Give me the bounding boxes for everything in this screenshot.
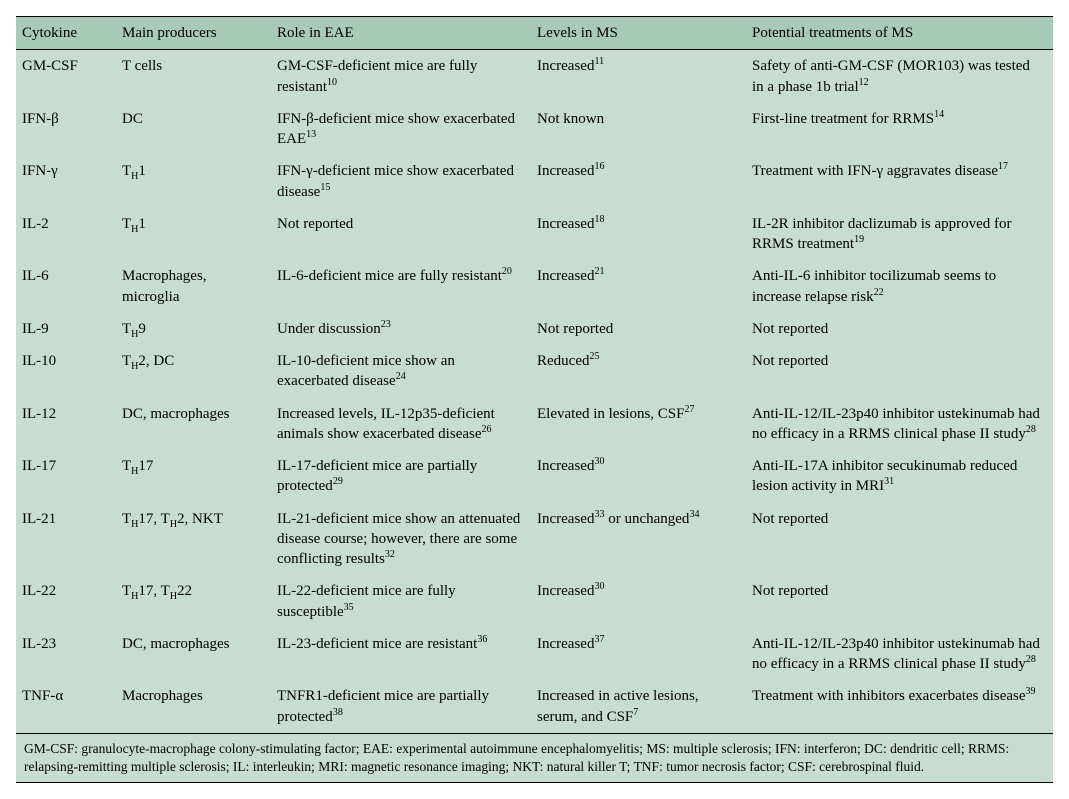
table-cell: Reduced25: [531, 345, 746, 398]
table-cell: IFN-γ: [16, 155, 116, 208]
table-cell: IL-2: [16, 208, 116, 261]
table-cell: TNF-α: [16, 680, 116, 733]
table-cell: T cells: [116, 50, 271, 103]
table-cell: Increased levels, IL-12p35-deficient ani…: [271, 398, 531, 451]
table-cell: IL-10: [16, 345, 116, 398]
col-header: Role in EAE: [271, 17, 531, 50]
table-cell: Anti-IL-12/IL-23p40 inhibitor ustekinuma…: [746, 628, 1053, 681]
table-cell: Increased33 or unchanged34: [531, 503, 746, 576]
table-cell: Increased30: [531, 575, 746, 628]
table-cell: Macrophages: [116, 680, 271, 733]
table-cell: TH9: [116, 313, 271, 345]
table-cell: Not reported: [746, 503, 1053, 576]
table-cell: Increased18: [531, 208, 746, 261]
table-cell: IL-22-deficient mice are fully susceptib…: [271, 575, 531, 628]
table-row: IL-22TH17, TH22IL-22-deficient mice are …: [16, 575, 1053, 628]
table-cell: Macrophages, microglia: [116, 260, 271, 313]
table-row: TNF-αMacrophagesTNFR1-deficient mice are…: [16, 680, 1053, 733]
table-cell: TH17: [116, 450, 271, 503]
table-cell: Anti-IL-12/IL-23p40 inhibitor ustekinuma…: [746, 398, 1053, 451]
table-cell: Increased16: [531, 155, 746, 208]
table-cell: Anti-IL-17A inhibitor secukinumab reduce…: [746, 450, 1053, 503]
col-header: Levels in MS: [531, 17, 746, 50]
table-row: IL-23DC, macrophagesIL-23-deficient mice…: [16, 628, 1053, 681]
col-header: Main producers: [116, 17, 271, 50]
table-row: IL-9TH9Under discussion23Not reportedNot…: [16, 313, 1053, 345]
table-cell: Anti-IL-6 inhibitor tocilizumab seems to…: [746, 260, 1053, 313]
table-cell: GM-CSF-deficient mice are fully resistan…: [271, 50, 531, 103]
table-cell: Increased30: [531, 450, 746, 503]
table-cell: First-line treatment for RRMS14: [746, 103, 1053, 156]
col-header: Cytokine: [16, 17, 116, 50]
table-cell: IL-21: [16, 503, 116, 576]
table-cell: IL-9: [16, 313, 116, 345]
table-row: GM-CSFT cellsGM-CSF-deficient mice are f…: [16, 50, 1053, 103]
table-cell: Increased in active lesions, serum, and …: [531, 680, 746, 733]
table-cell: Under discussion23: [271, 313, 531, 345]
table-row: IL-21TH17, TH2, NKTIL-21-deficient mice …: [16, 503, 1053, 576]
table-cell: DC: [116, 103, 271, 156]
table-cell: DC, macrophages: [116, 628, 271, 681]
table-row: IL-10TH2, DCIL-10-deficient mice show an…: [16, 345, 1053, 398]
table-cell: Increased21: [531, 260, 746, 313]
table-cell: TH2, DC: [116, 345, 271, 398]
table-cell: Not reported: [531, 313, 746, 345]
table-cell: Not reported: [746, 345, 1053, 398]
table-cell: IL-17: [16, 450, 116, 503]
cytokine-table: CytokineMain producersRole in EAELevels …: [16, 17, 1053, 782]
table-cell: IFN-β: [16, 103, 116, 156]
table-row: IL-17TH17IL-17-deficient mice are partia…: [16, 450, 1053, 503]
table-cell: IL-10-deficient mice show an exacerbated…: [271, 345, 531, 398]
table-cell: Increased11: [531, 50, 746, 103]
table-cell: Increased37: [531, 628, 746, 681]
table-row: IFN-βDCIFN-β-deficient mice show exacerb…: [16, 103, 1053, 156]
table-cell: IL-6-deficient mice are fully resistant2…: [271, 260, 531, 313]
table-cell: TH1: [116, 155, 271, 208]
table-footnote-row: GM-CSF: granulocyte-macrophage colony-st…: [16, 733, 1053, 782]
table-cell: Not known: [531, 103, 746, 156]
table-row: IFN-γTH1IFN-γ-deficient mice show exacer…: [16, 155, 1053, 208]
table-cell: IL-6: [16, 260, 116, 313]
table-cell: IL-21-deficient mice show an attenuated …: [271, 503, 531, 576]
table-row: IL-2TH1Not reportedIncreased18IL-2R inhi…: [16, 208, 1053, 261]
col-header: Potential treatments of MS: [746, 17, 1053, 50]
table-footnote: GM-CSF: granulocyte-macrophage colony-st…: [16, 733, 1053, 782]
table-cell: Treatment with IFN-γ aggravates disease1…: [746, 155, 1053, 208]
table-cell: IL-12: [16, 398, 116, 451]
table-cell: Not reported: [271, 208, 531, 261]
table-cell: Elevated in lesions, CSF27: [531, 398, 746, 451]
table-cell: IL-22: [16, 575, 116, 628]
table-cell: TH17, TH2, NKT: [116, 503, 271, 576]
table-row: IL-6Macrophages, microgliaIL-6-deficient…: [16, 260, 1053, 313]
cytokine-table-wrap: CytokineMain producersRole in EAELevels …: [16, 16, 1053, 783]
table-row: IL-12DC, macrophagesIncreased levels, IL…: [16, 398, 1053, 451]
table-cell: Not reported: [746, 575, 1053, 628]
table-cell: Treatment with inhibitors exacerbates di…: [746, 680, 1053, 733]
table-cell: IL-23: [16, 628, 116, 681]
table-cell: TH1: [116, 208, 271, 261]
table-cell: TNFR1-deficient mice are partially prote…: [271, 680, 531, 733]
table-header: CytokineMain producersRole in EAELevels …: [16, 17, 1053, 50]
table-cell: IFN-β-deficient mice show exacerbated EA…: [271, 103, 531, 156]
table-cell: TH17, TH22: [116, 575, 271, 628]
table-cell: GM-CSF: [16, 50, 116, 103]
table-cell: IL-17-deficient mice are partially prote…: [271, 450, 531, 503]
table-cell: IFN-γ-deficient mice show exacerbated di…: [271, 155, 531, 208]
table-cell: Safety of anti-GM-CSF (MOR103) was teste…: [746, 50, 1053, 103]
table-cell: IL-23-deficient mice are resistant36: [271, 628, 531, 681]
table-body: GM-CSFT cellsGM-CSF-deficient mice are f…: [16, 50, 1053, 734]
table-cell: DC, macrophages: [116, 398, 271, 451]
table-cell: IL-2R inhibitor daclizumab is approved f…: [746, 208, 1053, 261]
table-cell: Not reported: [746, 313, 1053, 345]
